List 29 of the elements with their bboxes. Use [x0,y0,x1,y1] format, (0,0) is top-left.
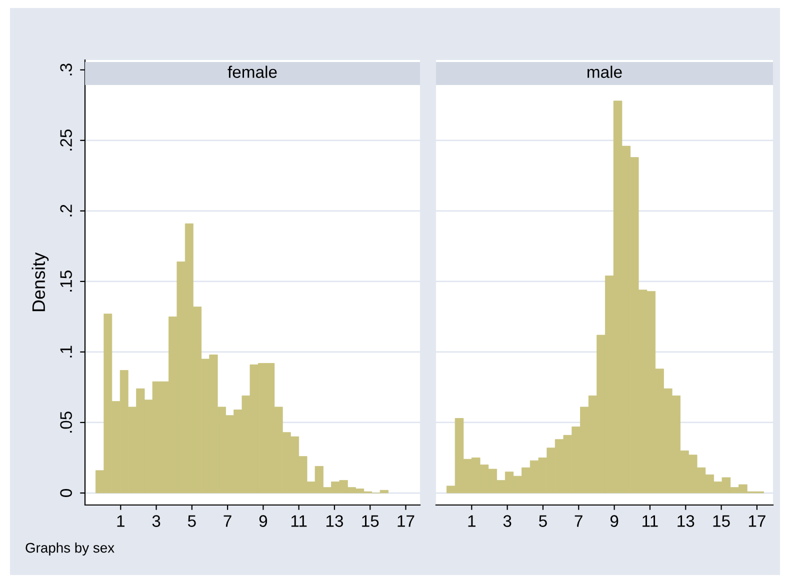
y-tick-label: .15 [60,270,72,292]
x-tick-label: 9 [610,515,618,527]
x-tick-label: 15 [362,515,379,527]
x-tick-label: 15 [713,515,730,527]
x-tick-label: 11 [291,515,307,527]
y-tick-label: .05 [60,412,72,433]
text: Graphs by sex [26,542,114,556]
x-tick-label: 1 [117,515,124,527]
y-tick-label: .1 [60,346,72,358]
x-tick-label: 5 [539,515,547,527]
x-tick-label: 7 [224,515,232,527]
x-tick-label: 3 [152,515,160,527]
x-tick-label: 7 [574,515,582,527]
y-tick-label: .2 [60,204,72,216]
x-tick-label: 17 [748,515,766,527]
x-tick-label: 9 [259,515,268,527]
x-tick-label: 13 [678,515,694,527]
x-tick-label: 17 [398,515,414,527]
x-tick-label: 11 [642,515,658,527]
y-axis-title: Density [32,252,49,312]
chart-title: female [228,66,277,78]
x-tick-label: 1 [468,515,476,527]
y-tick-label: 0 [60,489,72,497]
x-tick-label: 5 [188,515,196,527]
chart-title: male [588,66,622,78]
x-tick-label: 13 [326,515,344,527]
y-tick-label: .25 [60,130,72,150]
y-tick-label: .3 [60,64,72,76]
x-tick-label: 3 [503,515,512,527]
